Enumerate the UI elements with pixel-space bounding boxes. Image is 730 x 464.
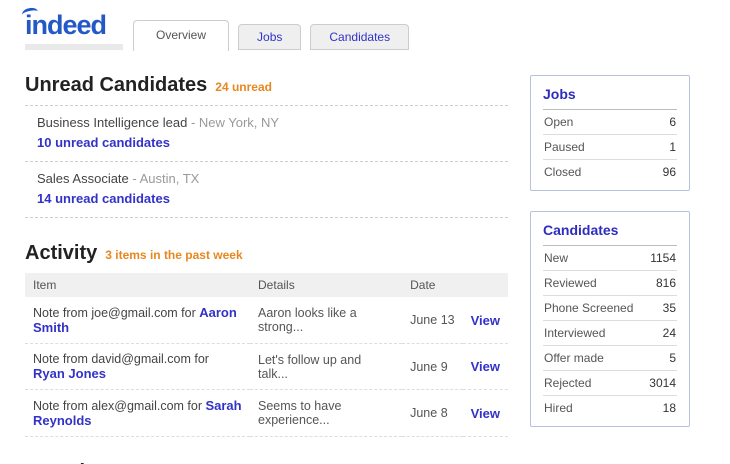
stat-value: 3014 bbox=[649, 376, 676, 390]
separator: - bbox=[128, 171, 140, 186]
stat-row-offer-made: Offer made 5 bbox=[543, 346, 677, 371]
stat-label: Open bbox=[544, 115, 574, 129]
stat-row-hired: Hired 18 bbox=[543, 396, 677, 420]
activity-details: Let's follow up and talk... bbox=[250, 343, 403, 390]
activity-item-text: Note from david@gmail.com for bbox=[33, 352, 209, 366]
view-link[interactable]: View bbox=[470, 312, 500, 328]
job-title: Sales Associate bbox=[37, 171, 129, 186]
candidate-link[interactable]: Ryan Jones bbox=[33, 366, 106, 381]
logo-text: indeed bbox=[25, 10, 107, 40]
col-header-details: Details bbox=[250, 273, 403, 297]
stat-label: Hired bbox=[544, 401, 573, 415]
candidate-link[interactable]: Aaron Smith bbox=[33, 305, 237, 335]
activity-row: Note from david@gmail.com for Ryan Jones… bbox=[25, 343, 508, 390]
job-location: New York, NY bbox=[198, 115, 280, 130]
unread-candidates-list: Business Intelligence lead - New York, N… bbox=[25, 105, 508, 218]
stat-label: Closed bbox=[544, 165, 582, 179]
jobs-summary-box: Jobs Open 6 Paused 1 Closed 96 bbox=[530, 75, 690, 191]
tab-overview[interactable]: Overview bbox=[133, 20, 230, 51]
page-content: Unread Candidates 24 unread Business Int… bbox=[0, 50, 730, 464]
stat-row-interviewed: Interviewed 24 bbox=[543, 321, 677, 346]
unread-count-badge: 24 unread bbox=[215, 80, 272, 94]
activity-header: Activity 3 items in the past week bbox=[25, 242, 508, 265]
activity-table: Item Details Date Note from joe@gmail.co… bbox=[25, 273, 508, 437]
job-listing-row: Sales Associate - Austin, TX 14 unread c… bbox=[25, 161, 508, 218]
stat-label: Interviewed bbox=[544, 326, 606, 340]
main-column: Unread Candidates 24 unread Business Int… bbox=[25, 50, 530, 464]
stat-label: Rejected bbox=[544, 376, 592, 390]
stat-row-new: New 1154 bbox=[543, 246, 677, 271]
stat-row-reviewed: Reviewed 816 bbox=[543, 271, 677, 296]
stat-label: New bbox=[544, 251, 569, 265]
stat-value: 1 bbox=[669, 140, 676, 154]
col-header-action bbox=[462, 273, 508, 297]
job-title: Business Intelligence lead bbox=[37, 115, 188, 130]
stat-row-phone-screened: Phone Screened 35 bbox=[543, 296, 677, 321]
stat-label: Offer made bbox=[544, 351, 604, 365]
candidates-box-title: Candidates bbox=[543, 222, 677, 246]
stat-value: 24 bbox=[662, 326, 676, 340]
stat-value: 1154 bbox=[650, 251, 676, 265]
interviews-title: Interviews bbox=[25, 461, 123, 464]
job-listing-row: Business Intelligence lead - New York, N… bbox=[25, 105, 508, 161]
activity-row: Note from alex@gmail.com for Sarah Reyno… bbox=[25, 389, 508, 437]
stat-value: 96 bbox=[662, 165, 676, 179]
stat-value: 816 bbox=[655, 276, 676, 290]
sidebar: Jobs Open 6 Paused 1 Closed 96 Candidate… bbox=[530, 75, 690, 464]
stat-label: Paused bbox=[544, 140, 585, 154]
stat-row-closed: Closed 96 bbox=[543, 160, 677, 184]
header: indeed Overview Jobs Candidates bbox=[0, 0, 730, 51]
col-header-date: Date bbox=[402, 273, 463, 297]
indeed-logo[interactable]: indeed bbox=[21, 6, 123, 50]
view-link[interactable]: View bbox=[470, 359, 500, 374]
stat-value: 35 bbox=[662, 301, 676, 315]
stat-row-paused: Paused 1 bbox=[543, 135, 677, 160]
stat-value: 5 bbox=[669, 351, 676, 365]
tab-jobs[interactable]: Jobs bbox=[238, 24, 302, 50]
stat-row-open: Open 6 bbox=[543, 110, 677, 135]
activity-row: Note from joe@gmail.com for Aaron Smith … bbox=[25, 297, 508, 344]
unread-candidates-link[interactable]: 14 unread candidates bbox=[37, 191, 170, 206]
candidate-link[interactable]: Sarah Reynolds bbox=[33, 398, 242, 428]
stat-row-rejected: Rejected 3014 bbox=[543, 371, 677, 396]
unread-candidates-title: Unread Candidates bbox=[25, 74, 208, 96]
activity-item-text: Note from joe@gmail.com for bbox=[33, 306, 200, 320]
stat-value: 18 bbox=[662, 401, 676, 415]
activity-details: Seems to have experience... bbox=[250, 389, 403, 437]
col-header-item: Item bbox=[25, 273, 251, 297]
activity-date: June 8 bbox=[402, 389, 463, 437]
separator: - bbox=[187, 115, 199, 130]
activity-date: June 13 bbox=[402, 297, 463, 344]
tab-bar: Overview Jobs Candidates bbox=[133, 20, 418, 51]
unread-candidates-header: Unread Candidates 24 unread bbox=[25, 74, 508, 97]
tab-candidates[interactable]: Candidates bbox=[310, 24, 410, 50]
activity-count-badge: 3 items in the past week bbox=[105, 248, 243, 262]
jobs-box-title: Jobs bbox=[543, 86, 677, 110]
activity-details: Aaron looks like a strong... bbox=[250, 297, 403, 344]
interviews-header: Interviews 1 scheduled bbox=[25, 461, 508, 464]
candidates-summary-box: Candidates New 1154 Reviewed 816 Phone S… bbox=[530, 211, 690, 427]
stat-value: 6 bbox=[669, 115, 676, 129]
activity-date: June 9 bbox=[402, 343, 463, 390]
stat-label: Phone Screened bbox=[544, 301, 634, 315]
job-location: Austin, TX bbox=[139, 171, 200, 186]
activity-title: Activity bbox=[25, 242, 98, 264]
stat-label: Reviewed bbox=[544, 276, 597, 290]
activity-item-text: Note from alex@gmail.com for bbox=[33, 399, 206, 413]
unread-candidates-link[interactable]: 10 unread candidates bbox=[37, 135, 170, 150]
view-link[interactable]: View bbox=[470, 405, 500, 421]
